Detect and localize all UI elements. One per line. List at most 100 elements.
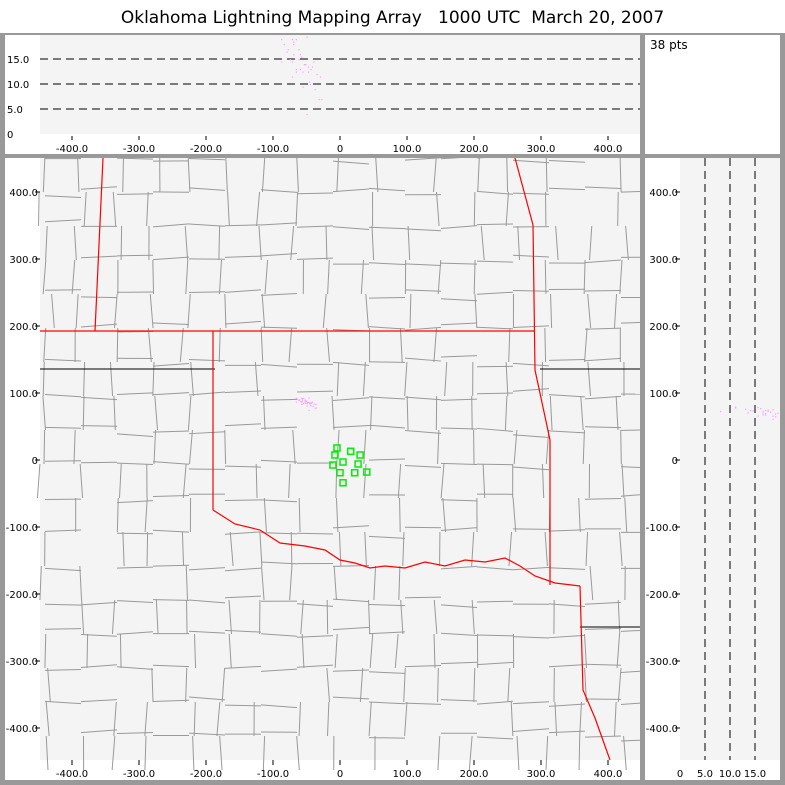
county-border: [326, 667, 331, 703]
source-point: [283, 44, 285, 46]
county-border: [332, 696, 370, 700]
county-border: [617, 191, 619, 227]
map-panel[interactable]: -400.0 -300.0 -200.0 -100.0 0 100.0 200.0 300.0…: [5, 152, 658, 780]
county-border: [116, 327, 119, 363]
county-border: [332, 525, 370, 529]
county-border: [187, 293, 191, 329]
county-border: [122, 157, 124, 193]
x-tick-label: 5.0: [697, 769, 713, 780]
county-border: [398, 565, 401, 601]
county-border: [260, 459, 298, 463]
county-border: [218, 225, 221, 261]
county-border: [149, 293, 154, 329]
y-tick-label: 0: [7, 130, 13, 141]
x-tick-label: 400.0: [594, 144, 623, 154]
county-border: [181, 531, 185, 567]
county-border: [508, 327, 511, 363]
x-tick-label: 100.0: [393, 144, 422, 154]
county-border: [116, 732, 154, 734]
county-border: [476, 190, 514, 195]
county-border: [73, 225, 77, 261]
county-border: [80, 323, 118, 328]
county-border: [587, 293, 592, 329]
source-point: [295, 401, 297, 403]
source-point: [775, 416, 777, 418]
county-border: [365, 293, 369, 329]
source-point: [301, 398, 304, 400]
county-border: [44, 195, 82, 198]
county-border: [42, 157, 46, 193]
county-border: [615, 395, 619, 431]
source-point: [306, 114, 308, 116]
point-count: 38 pts: [650, 38, 688, 52]
county-border: [584, 289, 622, 292]
source-point: [299, 399, 301, 401]
lma-station: [333, 444, 341, 452]
source-point: [311, 401, 314, 403]
source-point: [757, 407, 759, 409]
source-point: [295, 397, 297, 400]
county-border: [613, 293, 618, 329]
county-border: [152, 699, 190, 703]
county-border: [228, 633, 232, 669]
county-border: [260, 561, 298, 565]
source-point: [295, 71, 297, 73]
county-border: [582, 429, 585, 465]
county-border: [578, 735, 581, 771]
county-border: [188, 291, 226, 293]
county-border: [476, 260, 514, 263]
source-point: [281, 39, 283, 41]
source-point: [305, 64, 307, 66]
county-border: [109, 361, 114, 397]
county-border: [116, 157, 154, 160]
county-border: [548, 430, 586, 434]
source-point: [303, 403, 305, 405]
county-border: [44, 219, 82, 223]
county-border: [39, 565, 42, 601]
county-border: [184, 225, 189, 261]
source-point: [321, 99, 323, 101]
county-border: [260, 398, 298, 401]
county-border: [368, 424, 406, 429]
x-tick-label: 200.0: [460, 144, 489, 154]
county-border: [146, 531, 149, 567]
county-border: [368, 535, 406, 539]
county-border: [298, 701, 302, 737]
county-border: [368, 701, 406, 705]
county-border: [221, 667, 226, 703]
county-border: [620, 429, 658, 431]
county-border: [402, 531, 405, 567]
y-tick-label: -200.0: [646, 590, 678, 601]
county-border: [440, 225, 478, 229]
county-border: [300, 599, 304, 635]
county-border: [225, 157, 228, 193]
y-tick-label: 300.0: [9, 255, 38, 266]
altitude-vs-x-panel[interactable]: 0 5.0 10.0 15.0 -400.0 -300.0 -200.0 -100.0 0 100…: [5, 35, 640, 155]
county-border: [505, 191, 509, 227]
county-border: [440, 632, 478, 636]
x-tick-label: -400.0: [56, 144, 88, 154]
county-border: [116, 631, 154, 635]
county-border: [440, 355, 478, 358]
county-border: [260, 222, 298, 226]
county-border: [334, 633, 338, 669]
county-border: [80, 296, 118, 299]
county-border: [218, 259, 223, 295]
county-border: [112, 191, 117, 227]
county-border: [437, 735, 441, 771]
y-tick-label: -100.0: [6, 523, 38, 534]
county-border: [512, 728, 550, 732]
county-border: [188, 732, 226, 736]
county-border: [227, 191, 230, 227]
county-border: [83, 361, 86, 397]
y-tick-label: 5.0: [7, 105, 23, 116]
county-border: [44, 529, 82, 532]
county-border: [397, 463, 402, 499]
county-border: [45, 735, 49, 771]
county-border: [224, 429, 227, 465]
county-border: [38, 191, 40, 227]
county-border: [185, 259, 189, 295]
y-tick-label: 0: [32, 456, 38, 467]
county-border: [193, 701, 196, 737]
altitude-vs-y-panel[interactable]: 0 5.0 10.0 15.0 400.0 300.0 200.0 100.0 0 -100.0 -…: [645, 158, 784, 780]
